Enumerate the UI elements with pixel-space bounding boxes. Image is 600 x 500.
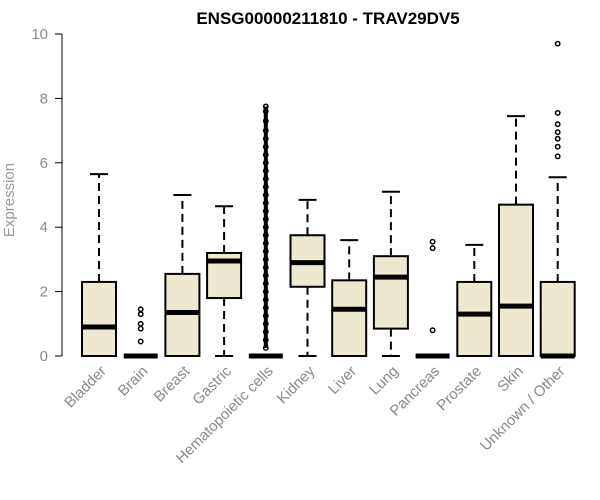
- x-tick-label: Skin: [494, 363, 527, 396]
- outlier-point: [554, 40, 561, 47]
- box-kidney: [289, 198, 326, 357]
- outlier-point: [429, 327, 436, 334]
- y-ticks: 0 2 4 6 8 10: [31, 26, 62, 365]
- box-unknown-other: [539, 40, 576, 359]
- outlier-point: [137, 311, 144, 318]
- y-tick-label: 10: [31, 26, 48, 43]
- y-tick-label: 2: [40, 284, 48, 301]
- outlier-point: [137, 306, 144, 313]
- box-iqr: [331, 279, 368, 357]
- box-skin: [498, 115, 534, 357]
- y-axis-label: Expression: [1, 163, 18, 237]
- y-tick-label: 0: [40, 348, 48, 365]
- outlier-point: [137, 325, 144, 332]
- box-pancreas: [415, 238, 450, 359]
- x-tick-label: Kidney: [274, 362, 319, 407]
- y-tick-label: 8: [40, 90, 48, 107]
- box-iqr: [456, 280, 493, 357]
- box-iqr: [372, 255, 409, 330]
- box-brain: [123, 306, 158, 359]
- x-tick-label: Liver: [325, 363, 360, 398]
- x-tick-label: Brain: [115, 363, 152, 400]
- box-iqr: [539, 280, 576, 357]
- box-gastric: [206, 205, 243, 357]
- outlier-point: [554, 153, 561, 160]
- x-tick-label: Breast: [151, 362, 194, 405]
- box-lung: [372, 190, 409, 357]
- outlier-point: [554, 109, 561, 116]
- outlier-point: [137, 320, 144, 327]
- box-prostate: [456, 243, 493, 357]
- outlier-point: [554, 135, 561, 142]
- box-bladder: [81, 173, 117, 357]
- outlier-point: [554, 121, 561, 128]
- outlier-point: [554, 143, 561, 150]
- box-breast: [164, 194, 201, 358]
- y-tick-label: 4: [40, 219, 48, 236]
- box-liver: [331, 239, 368, 357]
- outlier-point: [429, 238, 436, 245]
- x-tick-label: Prostate: [434, 363, 486, 415]
- x-tick-label: Bladder: [61, 363, 110, 412]
- outlier-point: [554, 129, 561, 136]
- chart-title: ENSG00000211810 - TRAV29DV5: [196, 9, 459, 28]
- outlier-point: [429, 245, 436, 252]
- y-tick-label: 6: [40, 155, 48, 172]
- x-tick-label: Lung: [366, 363, 402, 399]
- boxes: [81, 40, 576, 359]
- outlier-point: [137, 338, 144, 345]
- box-iqr: [498, 203, 534, 357]
- box-iqr: [81, 280, 117, 357]
